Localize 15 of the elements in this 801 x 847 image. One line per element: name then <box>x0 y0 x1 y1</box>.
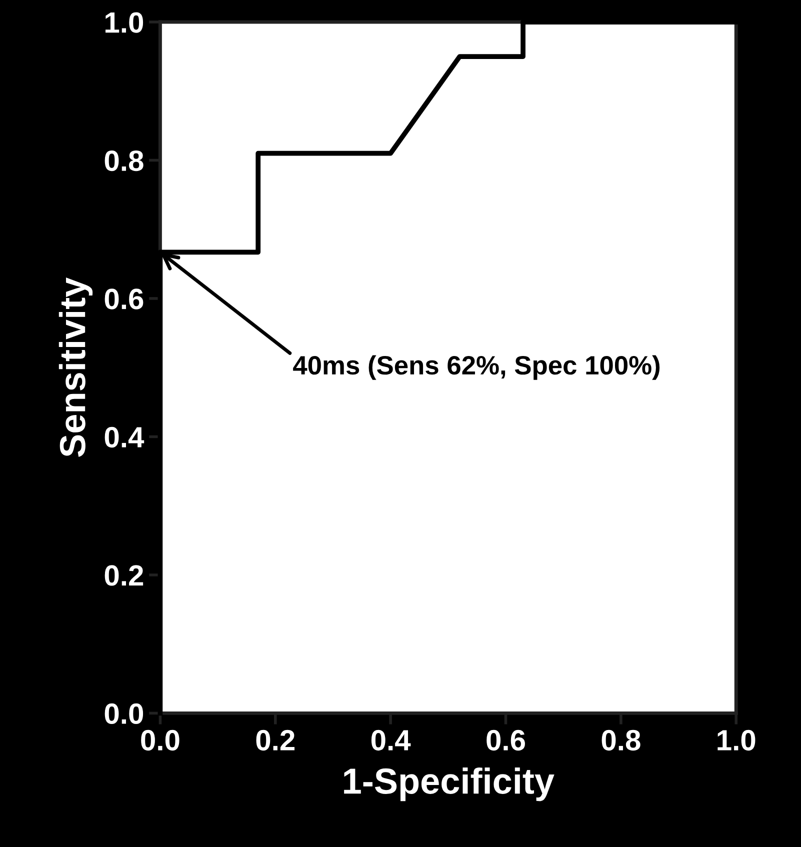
y-axis-title: Sensitivity <box>58 277 93 457</box>
x-tick-label: 0.0 <box>141 730 180 751</box>
y-tick-label: 1.0 <box>106 12 144 33</box>
y-tick-label: 0.2 <box>104 565 144 586</box>
x-tick-label: 0.4 <box>371 730 411 751</box>
x-tick-label: 0.6 <box>486 730 525 751</box>
x-tick-label: 1.0 <box>718 730 756 751</box>
y-tick-label: 0.8 <box>104 150 144 172</box>
y-tick-label: 0.4 <box>104 426 144 448</box>
annotation: 40ms (Sens 62%, Spec 100%) <box>293 355 660 380</box>
y-tick-label: 0.0 <box>104 703 144 724</box>
x-axis-title: 1-Specificity <box>344 767 554 802</box>
y-tick-label: 0.6 <box>104 288 144 310</box>
x-tick-label: 0.2 <box>256 730 294 751</box>
x-tick-label: 0.8 <box>602 730 640 751</box>
